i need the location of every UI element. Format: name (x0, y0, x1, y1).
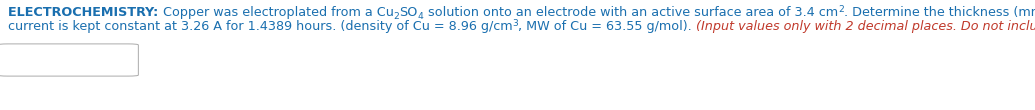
Text: 2: 2 (838, 5, 844, 14)
Text: 4: 4 (418, 12, 423, 21)
Text: 3: 3 (512, 19, 519, 28)
Text: (Input values only with 2 decimal places. Do not include the unit.): (Input values only with 2 decimal places… (697, 20, 1035, 33)
Text: . Determine the thickness (mm) of the deposit if the: . Determine the thickness (mm) of the de… (844, 6, 1035, 19)
Text: current is kept constant at 3.26 A for 1.4389 hours. (density of Cu = 8.96 g/cm: current is kept constant at 3.26 A for 1… (8, 20, 512, 33)
Text: 2: 2 (393, 12, 400, 21)
Text: , MW of Cu = 63.55 g/mol).: , MW of Cu = 63.55 g/mol). (519, 20, 697, 33)
Text: SO: SO (400, 6, 418, 19)
Text: Copper was electroplated from a Cu: Copper was electroplated from a Cu (162, 6, 393, 19)
Text: solution onto an electrode with an active surface area of 3.4 cm: solution onto an electrode with an activ… (423, 6, 838, 19)
Text: ELECTROCHEMISTRY:: ELECTROCHEMISTRY: (8, 6, 162, 19)
